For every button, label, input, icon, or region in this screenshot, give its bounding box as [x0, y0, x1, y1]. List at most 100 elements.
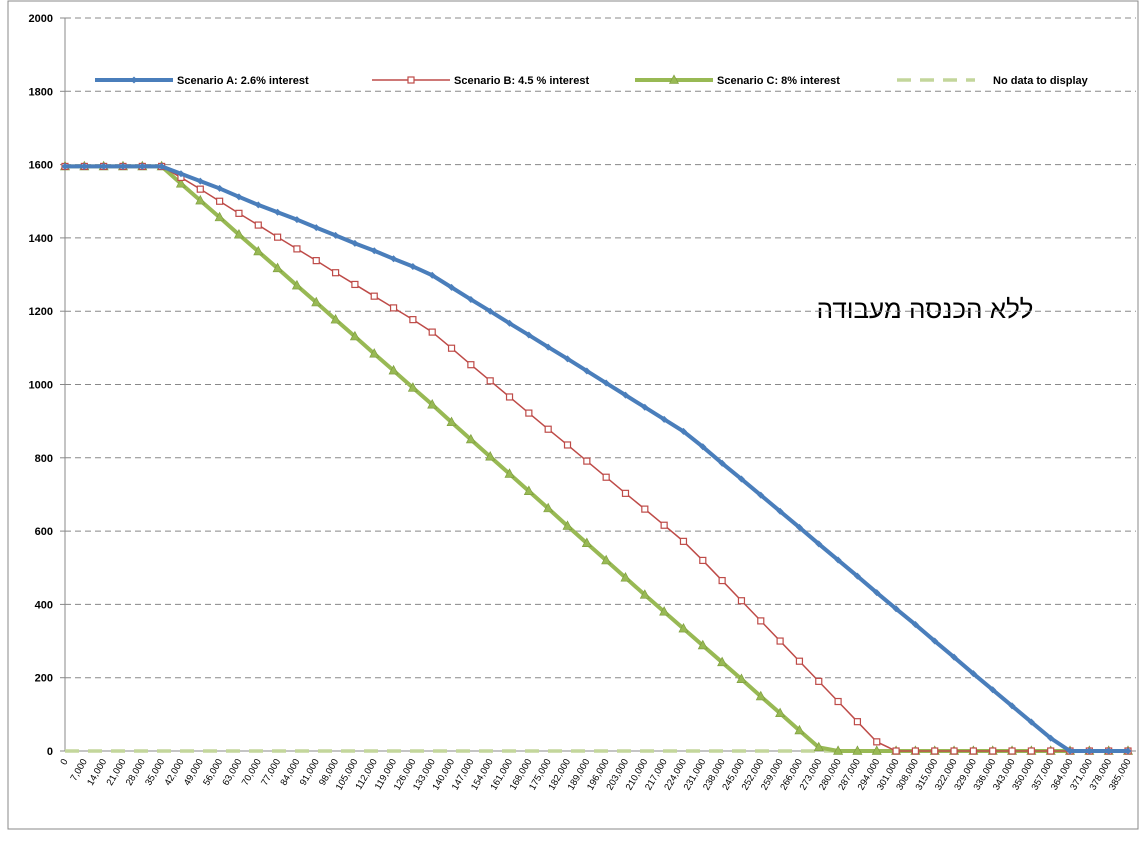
marker	[332, 231, 340, 239]
marker	[175, 178, 186, 188]
y-tick-label: 1400	[29, 233, 53, 245]
marker	[969, 670, 977, 678]
marker	[1124, 747, 1132, 755]
marker	[639, 589, 650, 599]
marker	[871, 745, 882, 755]
series-line	[65, 164, 1128, 753]
marker	[794, 724, 805, 735]
marker	[775, 707, 786, 718]
legend-label: Scenario C: 8% interest	[717, 75, 840, 87]
marker	[583, 367, 591, 375]
marker	[61, 162, 69, 170]
marker	[718, 459, 726, 467]
marker	[506, 319, 514, 327]
marker	[369, 348, 380, 358]
marker	[409, 262, 417, 270]
marker	[485, 451, 496, 461]
y-tick-label: 200	[35, 673, 53, 685]
y-tick-label: 400	[35, 599, 53, 611]
marker	[465, 433, 476, 444]
marker	[911, 621, 919, 629]
marker	[504, 468, 515, 478]
chart-frame	[7, 0, 1139, 830]
y-tick-label: 1800	[29, 86, 53, 98]
marker	[641, 505, 649, 513]
marker	[717, 656, 728, 667]
marker	[601, 554, 612, 565]
marker	[486, 377, 494, 385]
marker	[757, 491, 765, 499]
marker	[119, 162, 127, 170]
marker	[291, 279, 302, 290]
y-tick-label: 800	[35, 453, 53, 465]
marker	[312, 224, 320, 232]
marker	[583, 457, 591, 465]
marker	[737, 475, 745, 483]
marker	[620, 572, 631, 582]
x-tick-label: 0	[58, 757, 70, 767]
marker	[969, 747, 977, 755]
marker	[776, 507, 784, 515]
marker	[235, 209, 243, 217]
marker	[351, 280, 359, 289]
marker	[216, 197, 224, 205]
marker	[293, 216, 301, 224]
legend-label: Scenario B: 4.5 % interest	[454, 75, 589, 87]
marker	[388, 364, 399, 375]
marker	[486, 307, 494, 315]
marker	[544, 425, 552, 433]
marker	[351, 239, 359, 247]
marker	[989, 686, 997, 694]
marker	[467, 361, 475, 369]
marker	[370, 292, 378, 300]
marker	[776, 637, 784, 645]
marker	[581, 537, 592, 547]
marker	[659, 606, 670, 616]
marker	[196, 177, 204, 185]
marker	[660, 415, 668, 423]
marker	[562, 520, 573, 530]
marker	[447, 344, 456, 352]
y-tick-label: 1600	[29, 160, 53, 172]
marker	[602, 473, 610, 481]
marker	[621, 489, 630, 497]
marker	[755, 690, 766, 701]
marker	[409, 316, 417, 324]
marker	[543, 502, 554, 513]
marker	[330, 313, 341, 324]
marker	[563, 441, 572, 449]
marker	[407, 76, 415, 84]
marker	[525, 331, 533, 339]
marker	[196, 185, 204, 193]
marker	[737, 597, 746, 605]
marker	[1105, 747, 1113, 755]
legend-label: No data to display	[993, 75, 1089, 87]
marker	[873, 738, 881, 746]
marker	[311, 296, 322, 307]
y-tick-label: 600	[35, 526, 53, 538]
marker	[853, 718, 862, 726]
marker	[660, 521, 668, 529]
marker	[1008, 702, 1016, 710]
marker	[853, 572, 861, 580]
marker	[130, 76, 138, 84]
marker	[813, 741, 824, 752]
marker	[736, 673, 747, 683]
marker	[177, 170, 185, 178]
marker	[757, 617, 765, 625]
marker	[1066, 747, 1074, 755]
marker	[349, 330, 360, 341]
marker	[1027, 718, 1035, 726]
marker	[390, 255, 398, 263]
marker	[697, 639, 708, 650]
marker	[331, 269, 340, 277]
y-tick-label: 0	[47, 746, 53, 758]
marker	[669, 74, 679, 84]
marker	[523, 485, 534, 495]
marker	[815, 677, 823, 685]
marker	[427, 399, 438, 409]
marker	[931, 637, 939, 645]
marker	[1047, 747, 1055, 755]
marker	[852, 745, 863, 755]
